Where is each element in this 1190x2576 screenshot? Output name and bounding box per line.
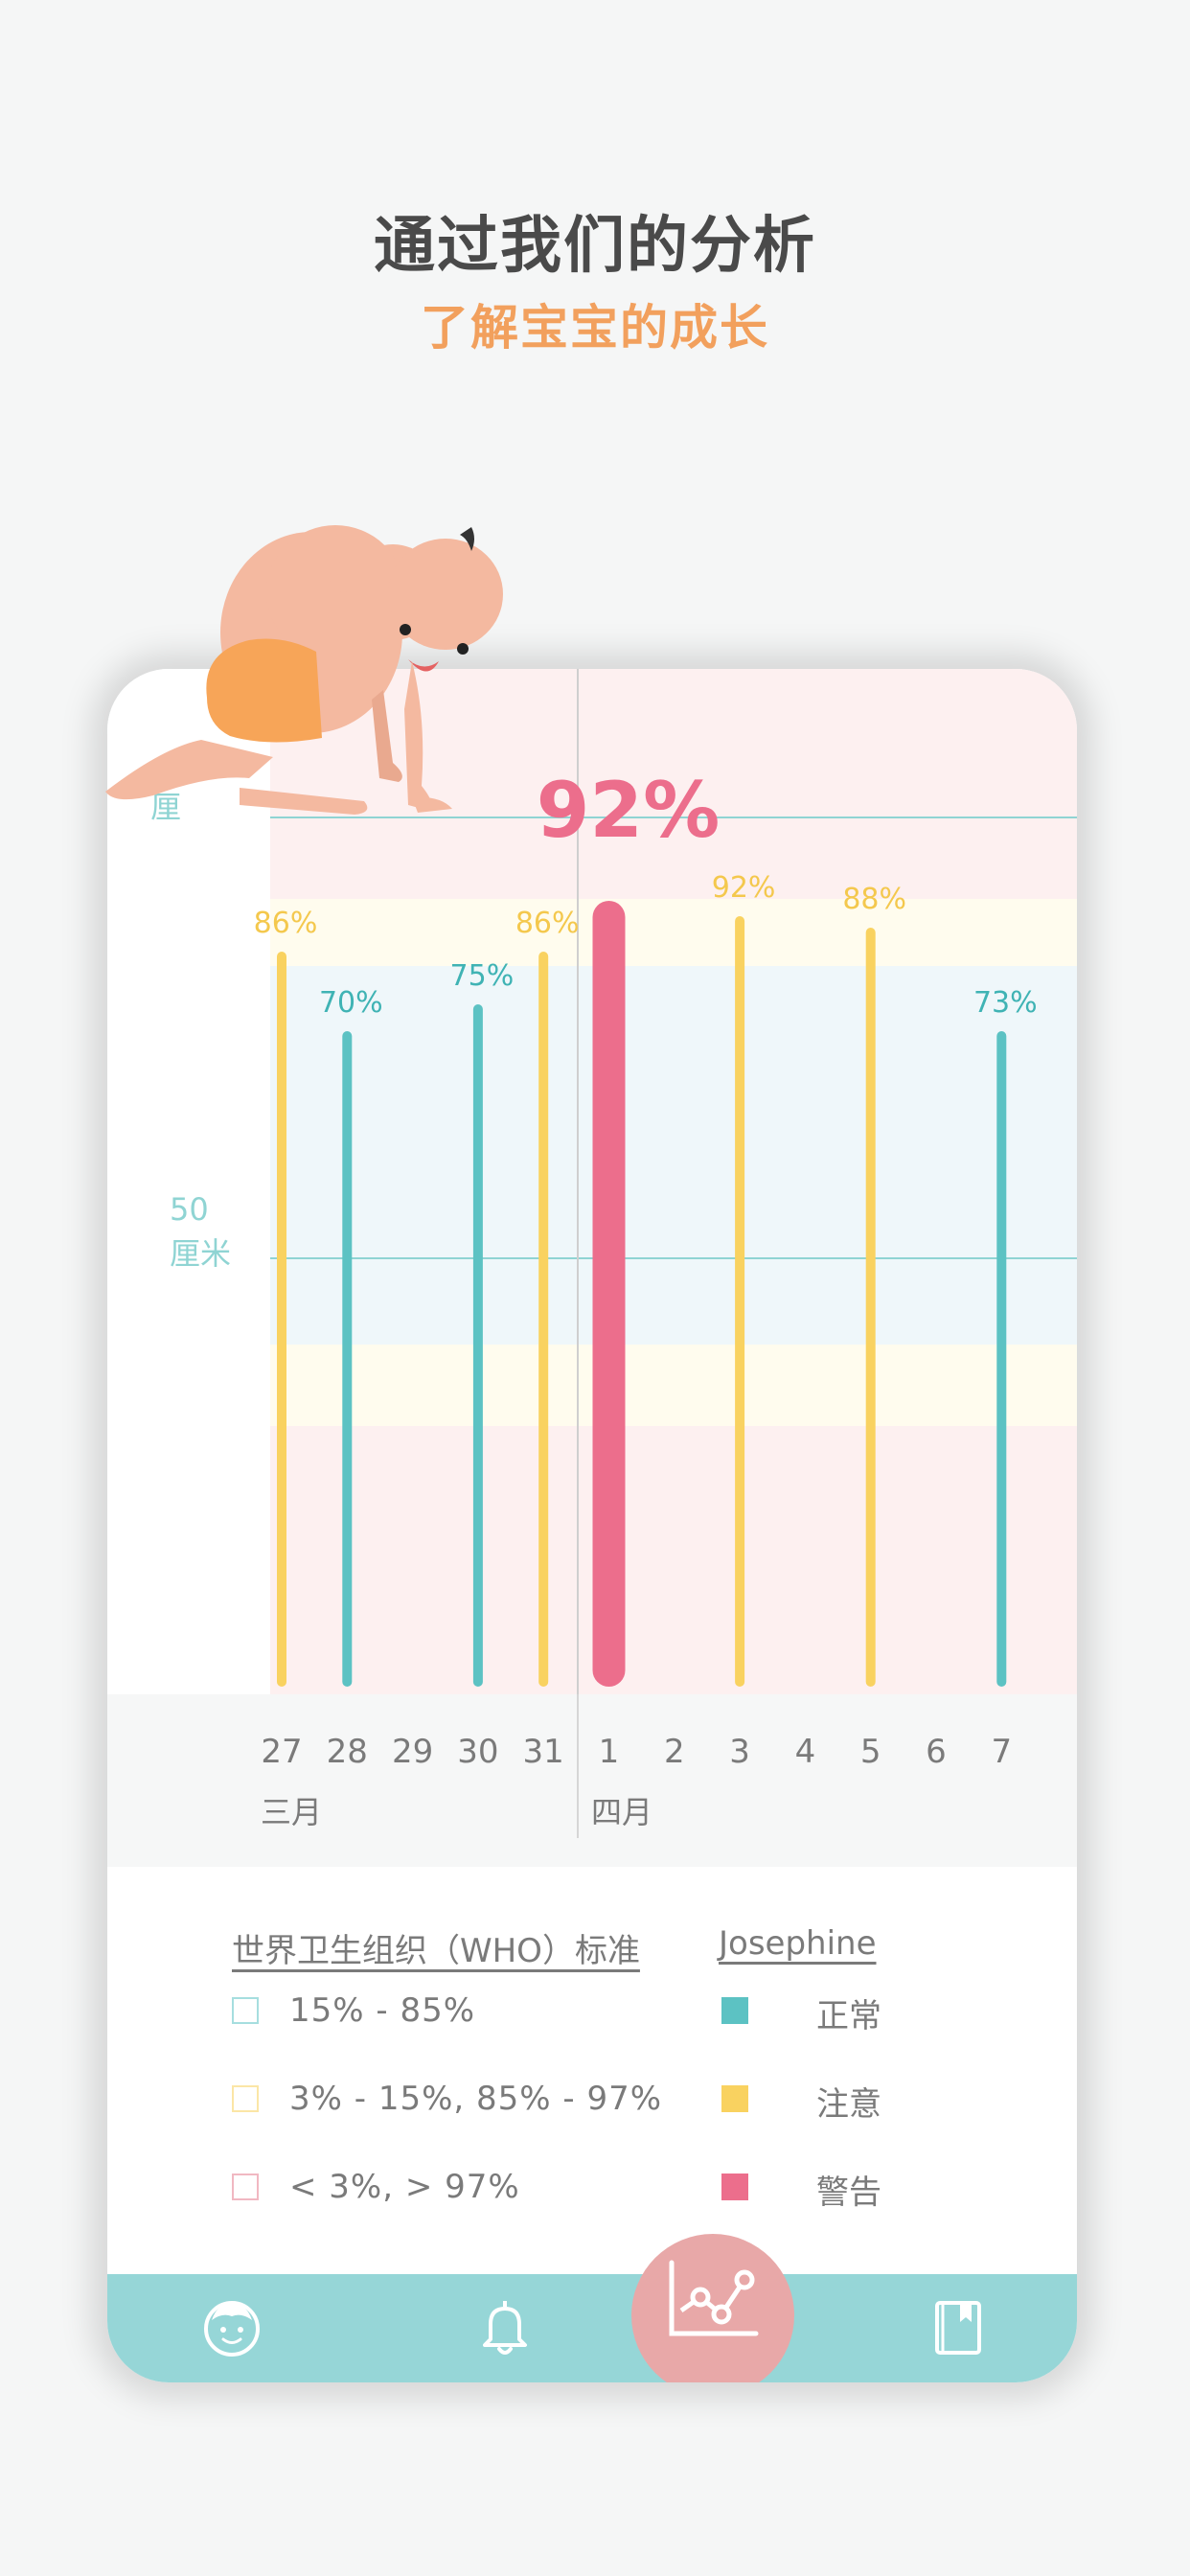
legend-normal-label: 正常 [816,1997,881,2036]
legend-swatch-normal-range [232,1997,259,2024]
band-caution-upper [270,899,1077,966]
date-label-3[interactable]: 3 [729,1733,750,1771]
legend-caution-label: 注意 [816,2085,881,2124]
legend-warning-label: 警告 [816,2174,881,2212]
date-label-29[interactable]: 29 [391,1733,434,1771]
legend-range-normal: 15% - 85% [232,1991,475,2030]
date-label-30[interactable]: 30 [457,1733,499,1771]
tab-bar [107,2274,1077,2382]
legend-swatch-warning-range [232,2174,259,2200]
legend-child-name: Josephine [719,1924,877,1963]
page-subtitle: 了解宝宝的成长 [421,300,769,356]
phone-frame: 86%70%75%86%92%88%73%92% 10 厘 50 厘米 2728… [107,669,1077,2382]
legend: 世界卫生组织（WHO）标准 Josephine 15% - 85% 3% - 1… [107,1867,1077,2274]
legend-swatch-caution-range [232,2085,259,2112]
tab-chart-active[interactable] [631,2234,794,2382]
date-label-4[interactable]: 4 [794,1733,816,1771]
date-label-27[interactable]: 27 [261,1733,303,1771]
y-axis-top-unit: 厘 [150,789,182,825]
y-axis-mid-value: 50 [170,1191,209,1228]
legend-warning-swatch [721,2174,748,2200]
legend-normal-swatch [721,1997,748,2024]
y-axis-mid-unit: 厘米 [170,1235,232,1272]
bar-label-27: 86% [254,907,318,940]
legend-range-warning: < 3%, > 97% [232,2168,520,2206]
bar-27 [277,952,286,1687]
bar-1 [592,901,626,1687]
band-left-margin [107,669,270,1694]
legend-range-caution: 3% - 15%, 85% - 97% [232,2080,662,2118]
bar-3 [735,916,745,1687]
date-label-28[interactable]: 28 [326,1733,368,1771]
bar-31 [538,952,549,1687]
chart-svg: 86%70%75%86%92% 88%73%92% [107,669,1077,1694]
date-axis: 27 28 29 30 31 1 2 3 4 5 6 7 三月 四月 [107,1694,1077,1867]
crawling-baby-illustration [105,525,503,815]
date-label-2[interactable]: 2 [663,1733,685,1771]
bar-labels: 86%70%75%86%92% 88%73%92% [254,766,1038,1020]
legend-who-title: 世界卫生组织（WHO）标准 [232,1932,640,1970]
legend-range-normal-label: 15% - 85% [289,1991,476,2030]
date-label-5[interactable]: 5 [859,1733,881,1771]
bar-label-5: 88% [842,883,906,916]
chart-icon[interactable] [660,2255,766,2351]
book-icon[interactable] [924,2293,991,2360]
bar-label-7: 73% [973,986,1038,1020]
page-title: 通过我们的分析 [374,211,816,282]
band-caution-lower [270,1345,1077,1426]
highlight-label: 92% [537,766,720,855]
bar-label-28: 70% [319,986,383,1020]
bar-5 [865,928,876,1687]
bar-28 [342,1031,353,1687]
gridlines [270,669,1077,1694]
bar-label-31: 86% [515,907,580,940]
growth-chart: 86%70%75%86%92%88%73%92% 10 厘 50 厘米 [107,669,1077,1694]
baby-face-icon[interactable] [198,2293,265,2360]
who-bands [107,669,1077,1694]
bar-7 [996,1031,1007,1687]
bar-label-3: 92% [712,871,776,905]
bar-30 [472,1004,483,1687]
month-label-march: 三月 [261,1794,323,1830]
month-divider [577,1694,579,1838]
date-label-7[interactable]: 7 [991,1733,1013,1771]
legend-caution-swatch [721,2085,748,2112]
band-normal [270,966,1077,1345]
chart-bars [277,901,1007,1687]
date-label-31[interactable]: 31 [522,1733,564,1771]
month-label-april: 四月 [591,1794,653,1830]
date-label-1[interactable]: 1 [598,1733,620,1771]
legend-range-warning-label: < 3%, > 97% [289,2168,520,2206]
date-label-6[interactable]: 6 [926,1733,947,1771]
legend-range-caution-label: 3% - 15%, 85% - 97% [289,2080,663,2118]
bell-icon[interactable] [471,2293,538,2360]
bar-label-30: 75% [450,959,515,993]
